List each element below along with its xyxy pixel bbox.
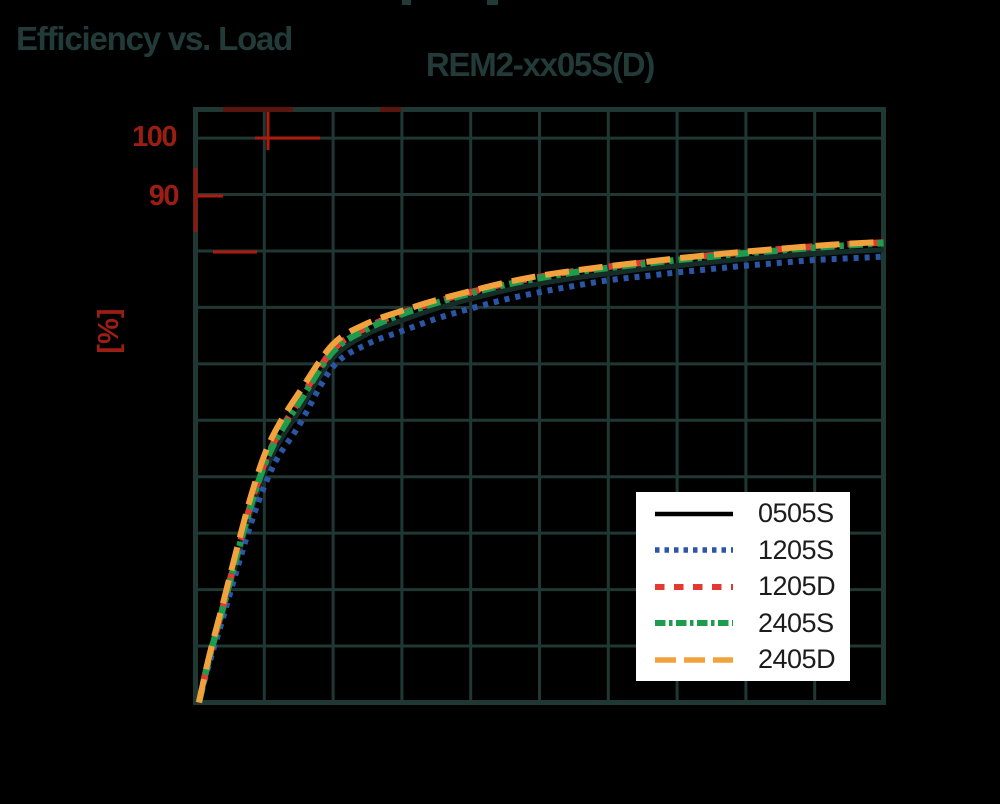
legend-swatch-dashed — [655, 583, 733, 590]
red-grid-fragments — [193, 0, 498, 254]
legend-swatch-dotted — [655, 547, 733, 553]
top-edge-fragment — [402, 0, 411, 5]
legend: 0505S 1205S 1205D 2405S 2405D — [636, 492, 850, 681]
y-axis-tick-90: 90 — [148, 180, 180, 212]
legend-label: 0505S — [758, 498, 834, 528]
legend-item-2405D: 2405D — [636, 643, 850, 677]
legend-swatch-longdash — [655, 656, 733, 663]
series-curve-1205S — [196, 253, 884, 704]
top-edge-fragment — [487, 0, 498, 5]
series-curve-2405S — [195, 239, 884, 704]
legend-item-1205S: 1205S — [636, 533, 850, 567]
plot-title: REM2-xx05S(D) — [425, 46, 656, 83]
legend-label: 1205S — [758, 534, 834, 565]
legend-label: 2405S — [758, 607, 834, 638]
legend-swatch-solid — [655, 511, 733, 516]
legend-label: 1205D — [758, 571, 836, 601]
legend-label: 2405D — [758, 644, 836, 674]
y-axis-tick-100: 100 — [132, 121, 177, 153]
legend-item-2405S: 2405S — [636, 606, 850, 640]
chart-heading: Efficiency vs. Load — [16, 20, 293, 57]
legend-item-0505S: 0505S — [636, 497, 850, 531]
series-curve-2405D — [196, 238, 884, 704]
legend-swatch-dashdot — [655, 620, 733, 626]
legend-item-1205D: 1205D — [636, 570, 850, 604]
plot-border — [193, 107, 886, 705]
